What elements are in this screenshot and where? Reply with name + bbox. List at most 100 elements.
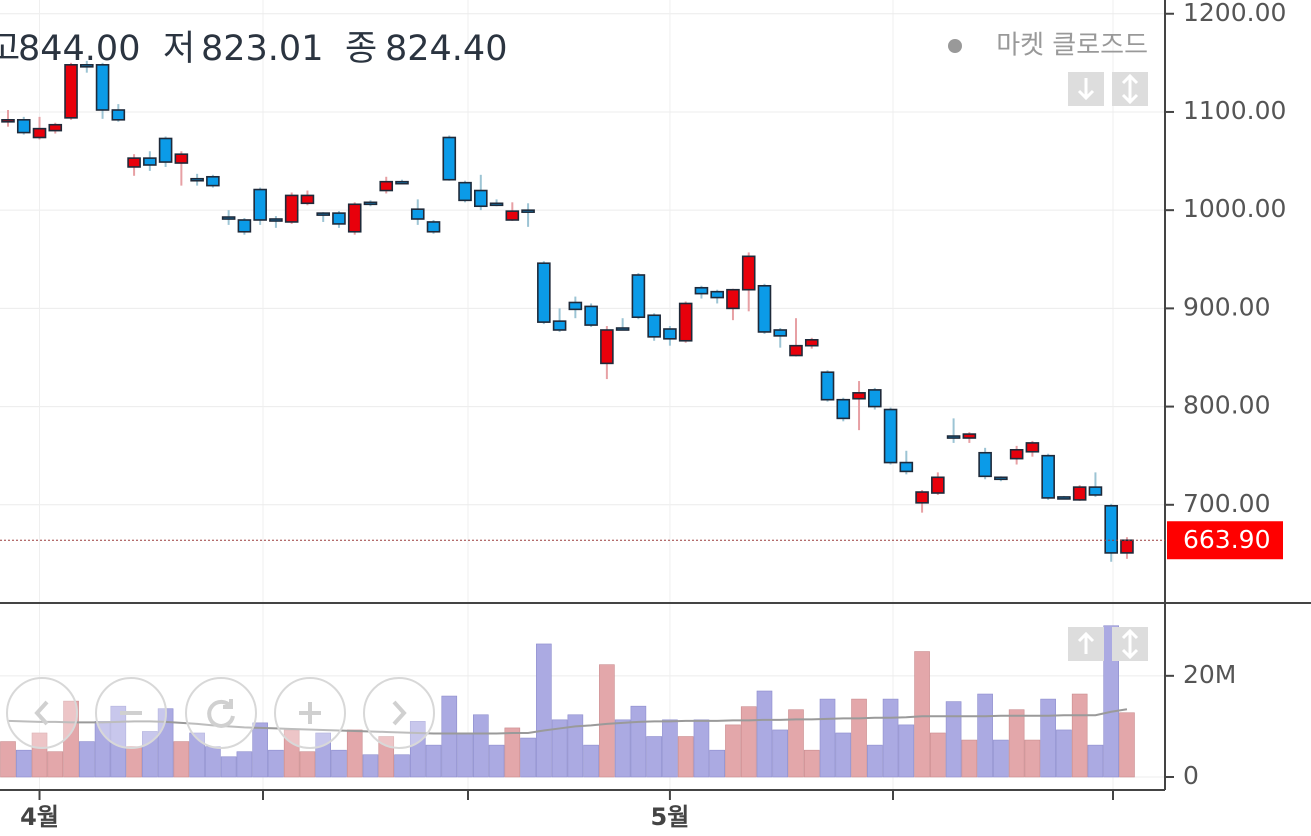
- price-tag-label: 663.90: [1183, 525, 1270, 554]
- candle-body: [1009, 448, 1024, 460]
- icon: [1121, 628, 1139, 660]
- candle-body: [915, 491, 929, 504]
- candle-body: [694, 286, 709, 295]
- icon: [1121, 73, 1139, 105]
- volume-bar: [63, 700, 79, 778]
- volume-bar: [788, 709, 804, 778]
- volume-bar: [441, 695, 458, 778]
- candle-body: [568, 301, 583, 311]
- y-tick-label: 900.00: [1183, 292, 1270, 321]
- candle-body: [269, 218, 283, 222]
- volume-bar: [583, 744, 599, 778]
- header-label: 종: [345, 29, 377, 69]
- candle-body: [410, 208, 425, 220]
- candle-body: [505, 210, 520, 221]
- candle-body: [789, 344, 803, 357]
- candle-body: [379, 180, 394, 192]
- candle-body: [615, 327, 630, 331]
- candle-body: [143, 157, 157, 166]
- volume-bar: [567, 714, 584, 778]
- volume-bar: [394, 754, 410, 778]
- volume-bar: [772, 729, 789, 778]
- volume-bar: [362, 754, 379, 778]
- candle-body: [899, 461, 914, 473]
- candle-body: [521, 209, 535, 213]
- volume-bar: [551, 719, 568, 778]
- candle-body: [473, 189, 488, 208]
- candle-body: [95, 64, 110, 111]
- volume-bar: [1024, 739, 1041, 778]
- y-tick-label: 1100.00: [1183, 96, 1286, 125]
- candle-body: [757, 284, 772, 333]
- volume-bar: [1071, 693, 1088, 778]
- candle-body: [32, 127, 47, 139]
- candle-body: [489, 202, 504, 207]
- icon: [1077, 78, 1095, 101]
- candle-body: [347, 203, 362, 233]
- nav-controls[interactable]: [6, 677, 435, 749]
- volume-bar: [520, 737, 536, 778]
- candle-body: [442, 136, 457, 181]
- button-next[interactable]: [363, 677, 435, 749]
- candle-body: [741, 255, 756, 291]
- volume-bar: [47, 751, 64, 778]
- button-reset[interactable]: [185, 677, 257, 749]
- candle-body: [852, 392, 866, 400]
- candle-body: [994, 476, 1008, 481]
- volume-bar: [252, 722, 268, 778]
- candle-body: [867, 389, 882, 408]
- price-tag: [1167, 521, 1283, 560]
- volume-ma-line: [7, 708, 1128, 735]
- header-label: 고: [0, 29, 20, 69]
- volume-bar: [914, 651, 930, 778]
- volume-bar: [1008, 709, 1025, 778]
- volume-bar: [930, 732, 946, 778]
- volume-panel-buttons[interactable]: [1068, 627, 1148, 661]
- volume-bar: [756, 690, 773, 778]
- header-value: 824.40: [385, 29, 507, 69]
- candle-body: [206, 175, 220, 187]
- candle-body: [1, 119, 15, 123]
- candle-body: [946, 435, 961, 439]
- candle-body: [663, 328, 677, 340]
- volume-bar: [662, 719, 678, 778]
- market-status: 마켓 클로즈드: [996, 31, 1148, 61]
- candle-body: [804, 339, 819, 347]
- candle-body: [631, 274, 646, 319]
- candle-body: [1025, 442, 1040, 453]
- candle-body: [221, 216, 236, 220]
- volume-bar: [819, 698, 836, 778]
- button-prev[interactable]: [6, 677, 78, 749]
- icon: [207, 699, 235, 728]
- icon: [34, 700, 49, 726]
- volume-bar: [961, 739, 978, 778]
- volume-bar: [866, 744, 883, 778]
- candle-body: [552, 320, 567, 331]
- candle-body: [1041, 454, 1055, 499]
- volume-bar: [457, 732, 473, 778]
- candle-body: [647, 314, 661, 338]
- volume-bar: [0, 741, 16, 778]
- candle-body: [726, 288, 740, 310]
- candle-body: [316, 212, 331, 216]
- volume-bar: [1103, 625, 1119, 778]
- volume-bar: [630, 705, 647, 778]
- candle-body: [284, 194, 299, 223]
- volume-bar: [299, 751, 316, 778]
- volume-bar: [220, 756, 237, 778]
- candle-body: [158, 137, 173, 163]
- price-panel-buttons[interactable]: [1068, 72, 1148, 106]
- candle-body: [1088, 486, 1103, 496]
- candle-body: [237, 219, 252, 233]
- volume-bar: [803, 749, 820, 778]
- candle-body: [174, 153, 189, 164]
- volume-bar: [725, 724, 741, 778]
- volume-bar: [15, 749, 32, 778]
- candle-body: [64, 64, 78, 119]
- candle-body: [300, 194, 315, 205]
- header: 고 844.00 저 823.01 종 824.40: [0, 29, 507, 69]
- y-tick-label: 1200.00: [1183, 0, 1286, 27]
- volume-bar: [536, 643, 552, 778]
- volume-bar: [835, 732, 852, 778]
